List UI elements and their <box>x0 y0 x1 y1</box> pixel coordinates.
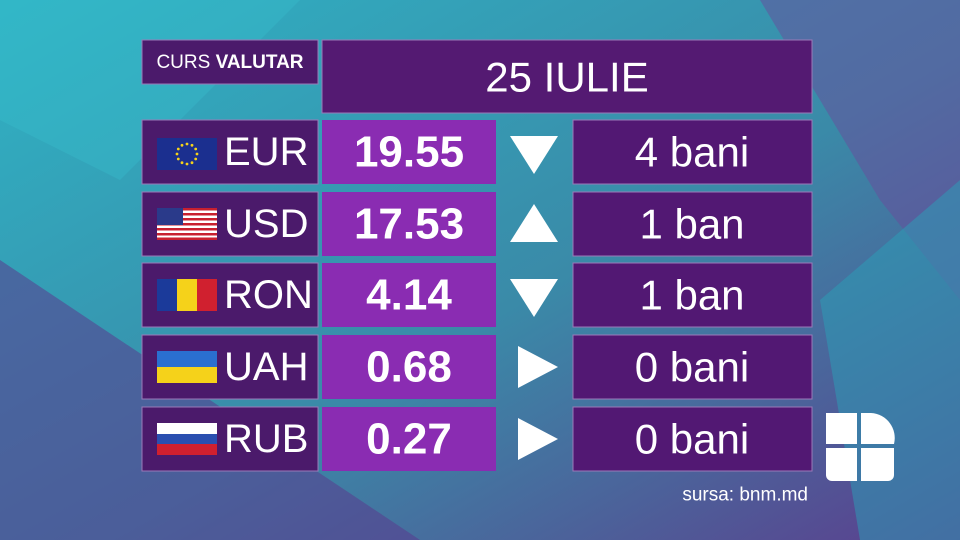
trend-flat <box>518 346 558 388</box>
rate-box <box>322 407 496 471</box>
rows: EUR 19.55 4 bani USD 17.53 1 ban RON 4.14 1 ban U… <box>141 119 813 472</box>
date-box <box>321 39 813 114</box>
currency-code: EUR <box>224 130 308 174</box>
flag-ru <box>157 423 217 455</box>
change: 1 ban <box>639 272 744 319</box>
header-label-box <box>141 39 319 85</box>
currency-code: RUB <box>224 417 308 461</box>
label-light: CURS <box>156 52 210 73</box>
rate-box <box>322 192 496 256</box>
flag-ua <box>157 351 217 383</box>
date: 25 IULIE <box>485 54 648 101</box>
currency-code: UAH <box>224 345 308 389</box>
label-bold: VALUTAR <box>216 52 304 73</box>
rate: 19.55 <box>354 128 464 177</box>
rate-box <box>322 335 496 399</box>
trend-down <box>510 279 558 317</box>
flag-eu <box>157 138 217 170</box>
source: sursa: bnm.md <box>682 485 808 506</box>
logo <box>826 413 895 481</box>
rate-box <box>322 120 496 184</box>
trend-flat <box>518 418 558 460</box>
flag-us <box>157 208 217 240</box>
trend-down <box>510 136 558 174</box>
change: 1 ban <box>639 201 744 248</box>
currency-code: USD <box>224 202 308 246</box>
change-box <box>572 262 813 328</box>
change: 0 bani <box>635 416 749 463</box>
header-label: CURS VALUTAR <box>156 52 303 73</box>
rate: 0.68 <box>366 343 452 392</box>
change-box <box>572 334 813 400</box>
change: 4 bani <box>635 129 749 176</box>
change-box <box>572 191 813 257</box>
rate: 0.27 <box>366 415 452 464</box>
trend-up <box>510 204 558 242</box>
rate: 17.53 <box>354 200 464 249</box>
rate-box <box>322 263 496 327</box>
rate: 4.14 <box>366 271 452 320</box>
change-box <box>572 119 813 185</box>
change: 0 bani <box>635 344 749 391</box>
currency-code: RON <box>224 273 313 317</box>
flag-ro <box>157 279 217 311</box>
change-box <box>572 406 813 472</box>
